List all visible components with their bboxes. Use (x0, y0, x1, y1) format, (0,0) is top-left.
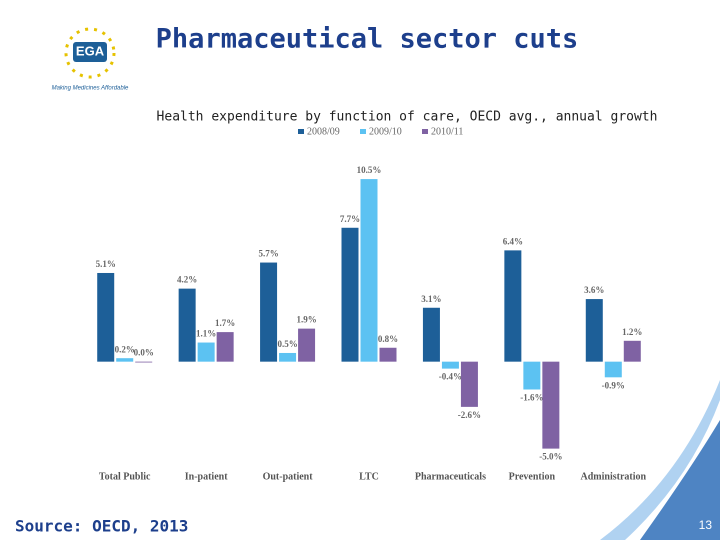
legend-swatch (298, 129, 304, 134)
data-label: 3.1% (421, 294, 441, 304)
logo: EGA Making Medicines Affordable (52, 27, 129, 92)
chart-title: Health expenditure by function of care, … (157, 110, 658, 125)
bar (298, 328, 316, 362)
data-label: 0.5% (277, 339, 297, 349)
logo-text: EGA (76, 43, 105, 58)
data-label: 7.7% (340, 214, 360, 224)
data-label: 1.2% (622, 327, 642, 337)
chart: 2008/09 2009/10 2010/11 Total Public 5.1% 0.2… (96, 126, 647, 482)
x-tick-label: In-patient (185, 471, 228, 482)
legend-swatch (360, 129, 366, 134)
bar (178, 288, 196, 362)
bar (379, 347, 397, 362)
x-tick-label: Total Public (99, 471, 151, 482)
x-tick-label: Out-patient (263, 471, 314, 482)
bar (604, 361, 622, 378)
bar (585, 299, 603, 362)
logo-tagline: Making Medicines Affordable (52, 86, 129, 92)
legend-label: 2010/11 (431, 126, 463, 137)
data-label: -2.6% (458, 410, 481, 420)
data-label: 3.6% (584, 285, 604, 295)
bar (341, 227, 359, 362)
bar (97, 272, 115, 362)
data-label: 0.2% (115, 344, 135, 354)
bar (504, 250, 522, 362)
data-label: 0.8% (378, 334, 398, 344)
bar (623, 340, 641, 362)
data-label: 1.7% (215, 318, 235, 328)
bar (116, 358, 134, 362)
data-label: 5.7% (258, 249, 278, 259)
data-label: -5.0% (539, 452, 562, 462)
data-label: -0.9% (602, 380, 625, 390)
bar (360, 179, 378, 362)
bar (197, 342, 215, 362)
data-label: 1.1% (196, 329, 216, 339)
bar (260, 262, 278, 362)
data-label: 0.0% (134, 348, 154, 358)
bar (441, 361, 459, 369)
source: Source: OECD, 2013 (15, 517, 188, 536)
bar (422, 307, 440, 362)
data-label: 4.2% (177, 275, 197, 285)
data-label: 6.4% (503, 236, 523, 246)
logo-box (73, 42, 107, 62)
bar (279, 352, 297, 362)
bar (523, 361, 541, 390)
slide-title: Pharmaceutical sector cuts (156, 24, 579, 55)
x-tick-label: LTC (359, 471, 379, 482)
x-tick-label: Prevention (509, 471, 556, 482)
legend-swatch (422, 129, 428, 134)
page-number: 13 (699, 518, 713, 532)
bar (542, 361, 560, 449)
bar (216, 332, 234, 362)
data-label: 1.9% (296, 315, 316, 325)
legend-label: 2009/10 (369, 126, 402, 137)
data-label: -1.6% (520, 393, 543, 403)
data-label: 10.5% (357, 165, 382, 175)
x-tick-label: Pharmaceuticals (415, 471, 486, 482)
x-tick-label: Administration (581, 471, 647, 482)
decor-swoosh (640, 420, 720, 540)
bar (460, 361, 478, 407)
data-label: 5.1% (96, 259, 116, 269)
bar (135, 361, 153, 363)
data-label: -0.4% (439, 372, 462, 382)
legend-label: 2008/09 (307, 126, 340, 137)
logo-stars (64, 27, 116, 79)
